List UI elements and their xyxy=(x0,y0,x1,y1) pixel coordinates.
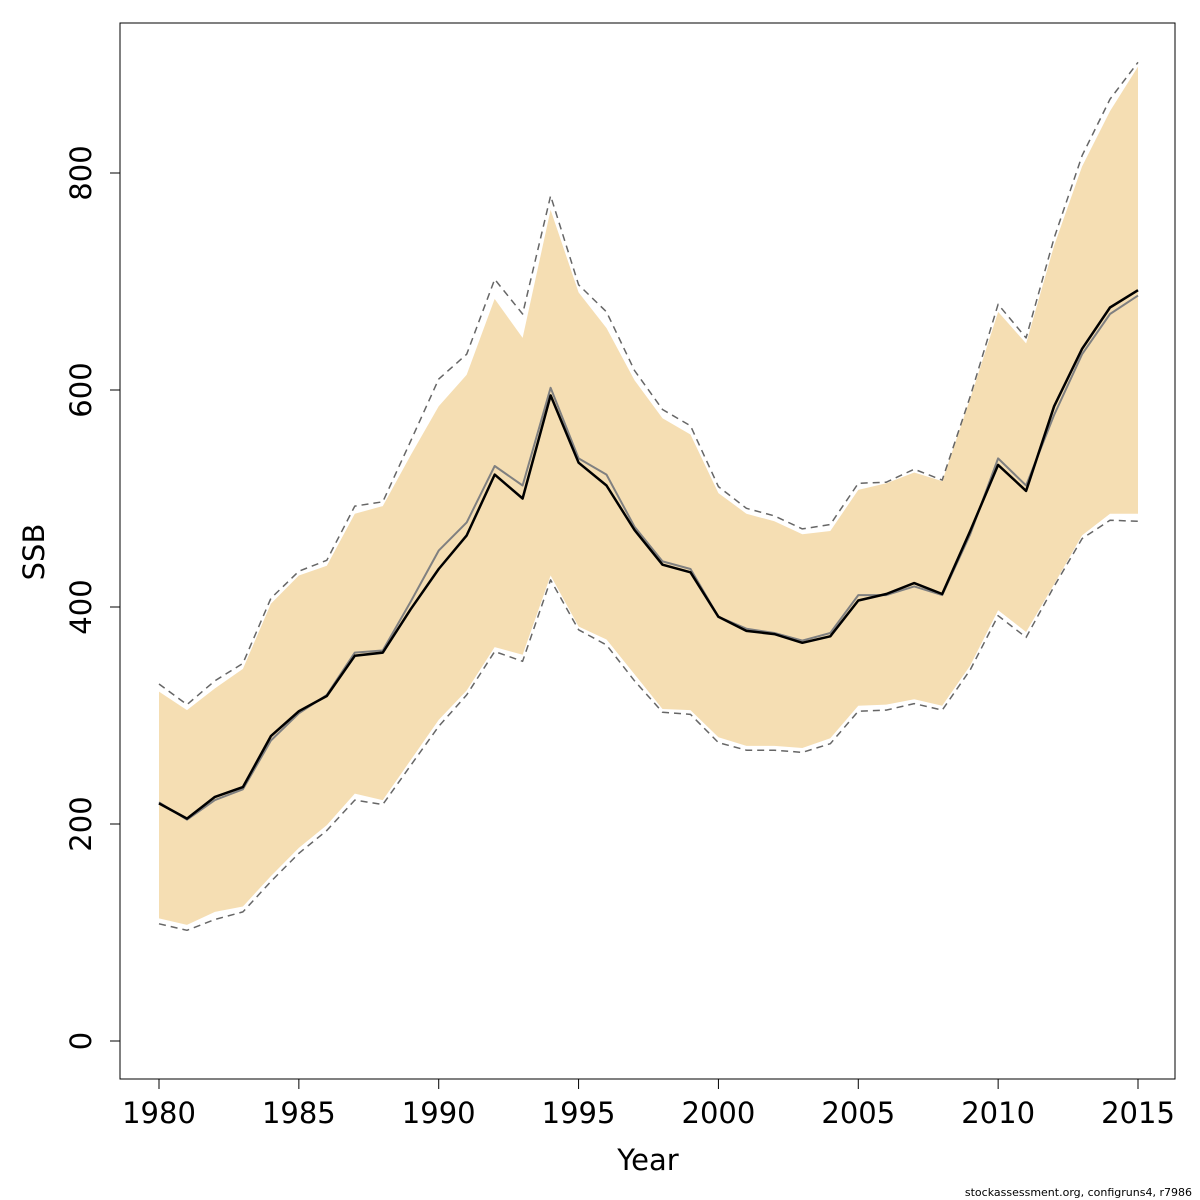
x-tick-label-2005: 2005 xyxy=(821,1096,895,1130)
x-axis-title: Year xyxy=(616,1143,678,1177)
confidence-band xyxy=(159,66,1138,925)
x-tick-label-1985: 1985 xyxy=(262,1096,336,1130)
y-tick-label-800: 800 xyxy=(64,145,98,200)
y-tick-label-600: 600 xyxy=(64,362,98,417)
y-tick-label-400: 400 xyxy=(64,579,98,634)
x-tick-label-2015: 2015 xyxy=(1101,1096,1175,1130)
x-tick-label-1990: 1990 xyxy=(402,1096,476,1130)
x-tick-label-2000: 2000 xyxy=(682,1096,756,1130)
upper-bound-dashed-line xyxy=(158,61,1139,706)
x-tick-label-1995: 1995 xyxy=(542,1096,616,1130)
y-tick-label-0: 0 xyxy=(64,1032,98,1050)
lower-bound-dashed-line xyxy=(158,519,1139,932)
y-tick-label-200: 200 xyxy=(64,796,98,851)
x-tick-label-2010: 2010 xyxy=(961,1096,1035,1130)
ssb-estimate-line xyxy=(158,289,1139,820)
plot-area xyxy=(158,61,1139,932)
x-tick-label-1980: 1980 xyxy=(122,1096,196,1130)
footnote: stockassessment.org, configruns4, r7986 xyxy=(965,1186,1192,1199)
y-axis-title: SSB xyxy=(17,524,51,581)
axes: 1980 1985 1990 1995 2000 2005 2010 2015 0 200 400 6… xyxy=(64,145,1175,1130)
